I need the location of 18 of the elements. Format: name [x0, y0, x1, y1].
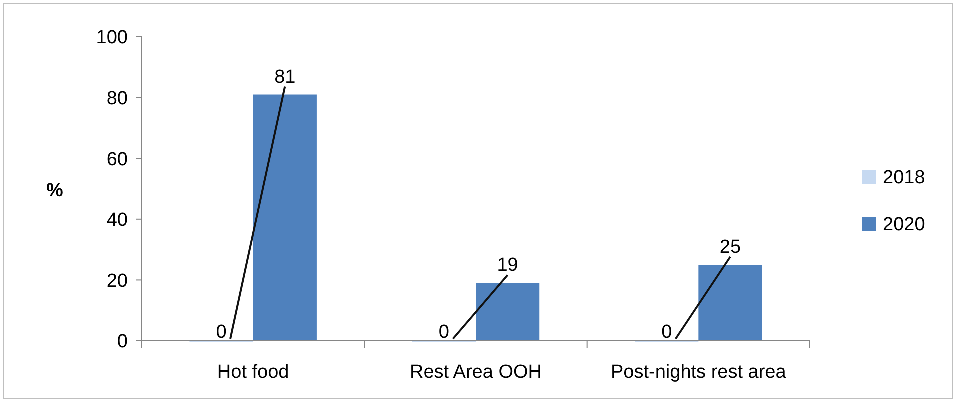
y-tick-label: 80	[106, 88, 128, 110]
data-label: 19	[497, 255, 518, 276]
x-tick-label: Post-nights rest area	[611, 362, 787, 383]
data-label: 0	[438, 322, 450, 343]
y-tick-label: 60	[106, 149, 128, 170]
x-tick-label: Hot food	[217, 362, 290, 383]
legend-label: 2018	[883, 168, 926, 189]
data-label: 25	[720, 237, 742, 258]
y-tick-label: 40	[106, 210, 128, 232]
y-axis-title: %	[46, 180, 64, 202]
y-tick-label: 20	[106, 270, 128, 292]
x-tick-label: Rest Area OOH	[410, 362, 542, 383]
y-tick-label: 0	[117, 332, 128, 353]
data-label: 81	[274, 66, 296, 88]
data-label: 0	[662, 322, 672, 343]
legend-label: 2020	[883, 214, 926, 236]
y-tick-label: 100	[96, 28, 128, 49]
data-label: 0	[216, 322, 227, 343]
